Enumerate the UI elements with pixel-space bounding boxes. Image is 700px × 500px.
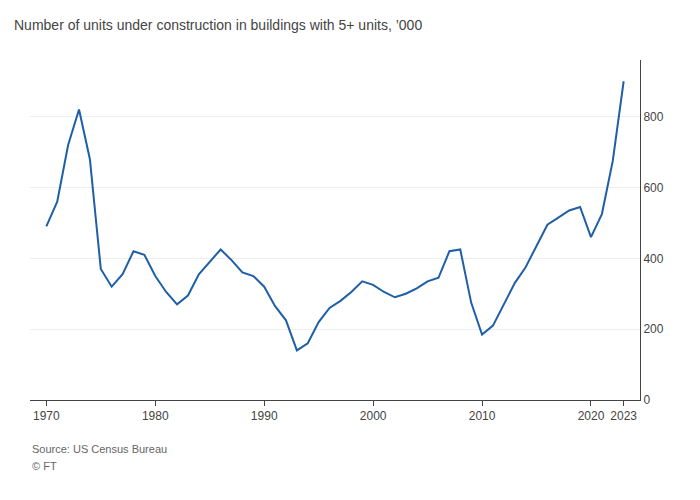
svg-text:0: 0 [643, 393, 650, 407]
svg-text:600: 600 [643, 181, 663, 195]
svg-text:2020: 2020 [578, 409, 605, 423]
svg-text:Source: US Census Bureau: Source: US Census Bureau [32, 443, 167, 455]
svg-text:1980: 1980 [142, 409, 169, 423]
svg-text:2023: 2023 [610, 409, 637, 423]
svg-text:200: 200 [643, 322, 663, 336]
svg-text:800: 800 [643, 110, 663, 124]
svg-text:© FT: © FT [32, 460, 57, 472]
svg-text:2000: 2000 [360, 409, 387, 423]
svg-text:400: 400 [643, 252, 663, 266]
svg-text:2010: 2010 [469, 409, 496, 423]
svg-text:Number of units under construc: Number of units under construction in bu… [14, 17, 422, 33]
svg-text:1970: 1970 [33, 409, 60, 423]
svg-text:1990: 1990 [251, 409, 278, 423]
